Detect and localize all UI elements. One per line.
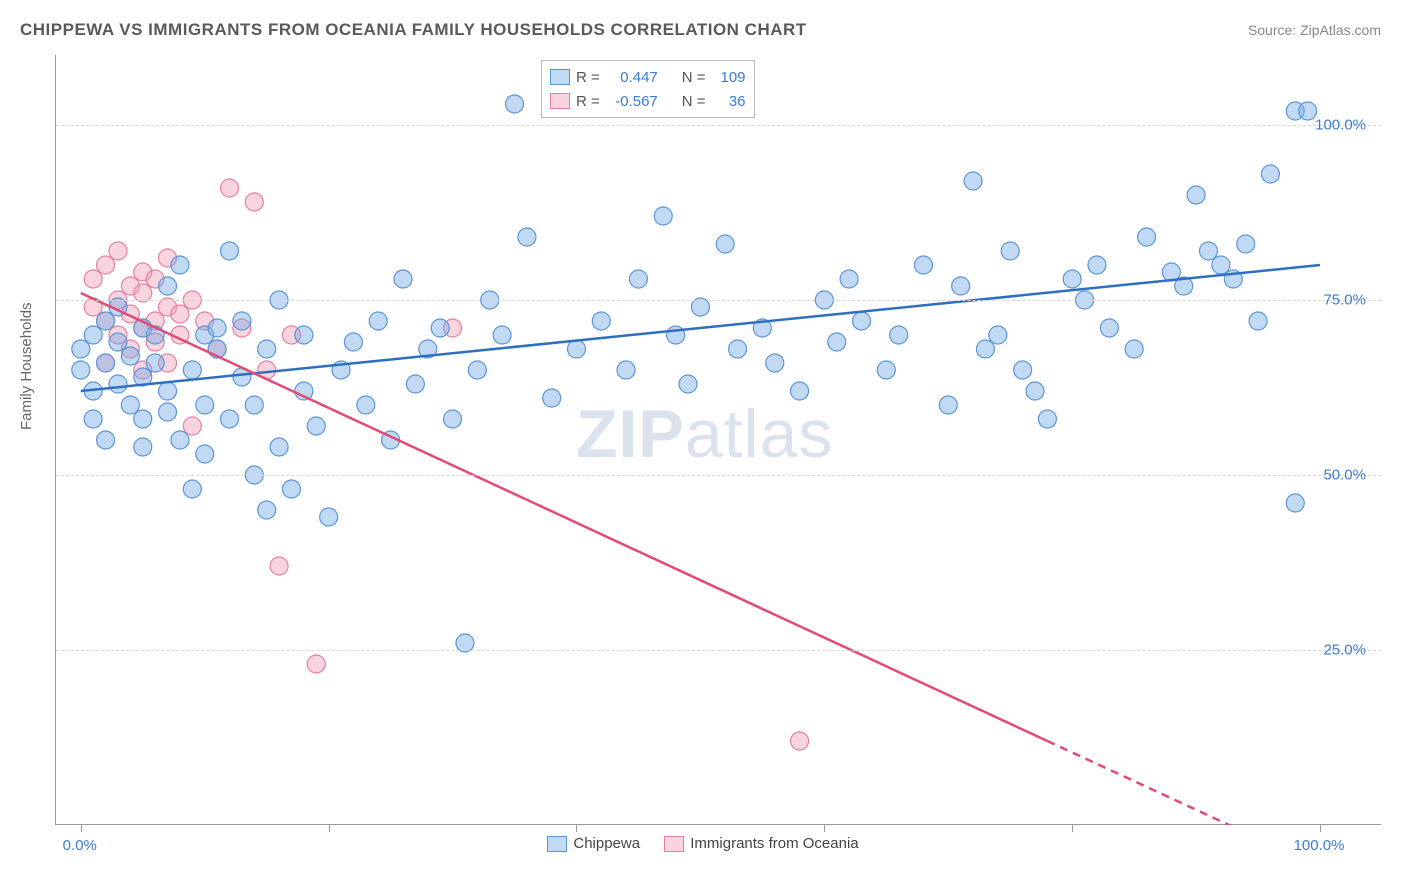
y-tick-label: 100.0% bbox=[1315, 117, 1366, 134]
gridline bbox=[56, 650, 1381, 651]
x-tick bbox=[81, 824, 82, 832]
y-tick-label: 50.0% bbox=[1323, 467, 1366, 484]
x-tick bbox=[1072, 824, 1073, 832]
gridline bbox=[56, 475, 1381, 476]
x-tick bbox=[576, 824, 577, 832]
x-tick bbox=[824, 824, 825, 832]
plot-area: ZIPatlas R = 0.447 N = 109 R = -0.567 N … bbox=[55, 55, 1381, 825]
x-tick-label: 0.0% bbox=[63, 837, 97, 854]
swatch-series2 bbox=[550, 93, 570, 109]
source-label: Source: ZipAtlas.com bbox=[1248, 22, 1381, 38]
gridline bbox=[56, 300, 1381, 301]
x-tick-label: 100.0% bbox=[1294, 837, 1345, 854]
legend-item-2: Immigrants from Oceania bbox=[664, 835, 858, 852]
scatter-svg bbox=[56, 55, 1382, 825]
legend-item-1: Chippewa bbox=[547, 835, 640, 852]
chart-container: CHIPPEWA VS IMMIGRANTS FROM OCEANIA FAMI… bbox=[0, 0, 1406, 892]
y-tick-label: 25.0% bbox=[1323, 642, 1366, 659]
chart-title: CHIPPEWA VS IMMIGRANTS FROM OCEANIA FAMI… bbox=[20, 20, 807, 40]
x-tick bbox=[1320, 824, 1321, 832]
x-tick bbox=[329, 824, 330, 832]
stats-row-2: R = -0.567 N = 36 bbox=[550, 89, 746, 113]
stats-legend: R = 0.447 N = 109 R = -0.567 N = 36 bbox=[541, 60, 755, 118]
stats-row-1: R = 0.447 N = 109 bbox=[550, 65, 746, 89]
swatch-series1 bbox=[550, 69, 570, 85]
y-tick-label: 75.0% bbox=[1323, 292, 1366, 309]
y-axis-label: Family Households bbox=[18, 302, 35, 430]
swatch-chippewa bbox=[547, 836, 567, 852]
gridline bbox=[56, 125, 1381, 126]
legend-bottom: Chippewa Immigrants from Oceania bbox=[0, 835, 1406, 864]
swatch-oceania bbox=[664, 836, 684, 852]
